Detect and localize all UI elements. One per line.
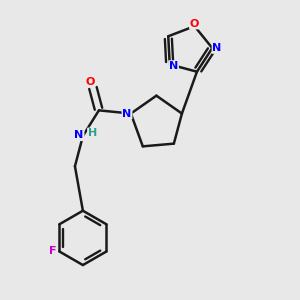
Text: N: N: [212, 43, 222, 53]
Text: O: O: [190, 19, 199, 28]
Text: N: N: [169, 61, 178, 71]
Text: F: F: [49, 247, 56, 256]
Text: N: N: [74, 130, 84, 140]
Text: N: N: [122, 109, 132, 118]
Text: O: O: [85, 76, 94, 87]
Text: H: H: [88, 128, 97, 138]
